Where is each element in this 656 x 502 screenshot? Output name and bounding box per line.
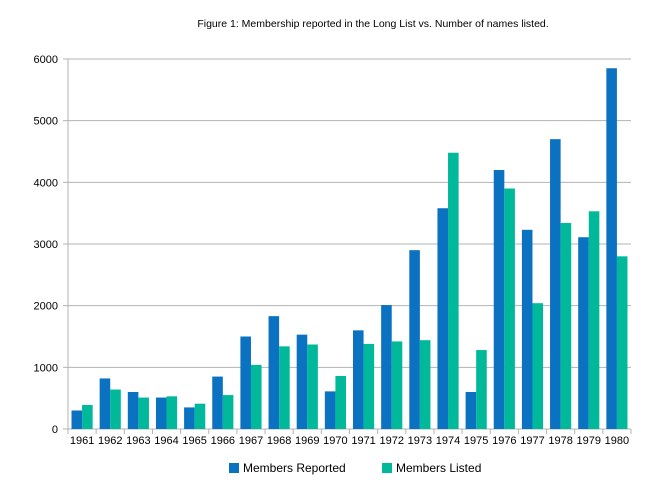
y-tick-label: 5000 bbox=[34, 116, 58, 128]
bar-members-reported-1974 bbox=[437, 208, 449, 429]
bar-members-reported-1965 bbox=[184, 407, 195, 429]
bar-members-listed-1964 bbox=[166, 396, 178, 429]
bar-members-reported-1964 bbox=[155, 397, 167, 429]
bar-members-listed-1965 bbox=[194, 403, 206, 429]
bar-members-reported-1966 bbox=[212, 376, 223, 429]
x-tick-label: 1963 bbox=[126, 435, 150, 447]
bar-members-listed-1980 bbox=[616, 256, 628, 429]
y-axis-tick-labels: 0 1000 2000 3000 4000 5000 6000 bbox=[34, 54, 58, 436]
bar-members-listed-1971 bbox=[363, 343, 375, 429]
bar-members-listed-1963 bbox=[138, 397, 149, 429]
legend-label-members-reported: Members Reported bbox=[243, 461, 346, 475]
bar-members-listed-1967 bbox=[250, 364, 262, 429]
y-tick-label: 2000 bbox=[34, 301, 58, 313]
bar-members-listed-1962 bbox=[110, 389, 121, 429]
x-tick-label: 1972 bbox=[379, 435, 403, 447]
y-tick-label: 6000 bbox=[34, 54, 58, 66]
bar-members-reported-1980 bbox=[606, 68, 617, 429]
x-tick-label: 1970 bbox=[323, 435, 347, 447]
bar-members-listed-1976 bbox=[504, 188, 515, 429]
x-tick-label: 1974 bbox=[436, 435, 460, 447]
bar-members-listed-1979 bbox=[588, 211, 600, 429]
bar-members-listed-1961 bbox=[82, 404, 93, 429]
bar-members-reported-1976 bbox=[493, 170, 505, 429]
bar-members-reported-1962 bbox=[99, 378, 111, 429]
bar-members-listed-1975 bbox=[476, 350, 487, 429]
x-tick-label: 1977 bbox=[520, 435, 544, 447]
x-axis-tick-labels: 1961 1962 1963 1964 1965 1966 1967 1968 1969 1970… bbox=[67, 429, 632, 447]
x-tick-label: 1961 bbox=[70, 435, 94, 447]
bar-members-listed-1972 bbox=[391, 341, 403, 429]
legend-label-members-listed: Members Listed bbox=[396, 461, 481, 475]
bar-members-reported-1963 bbox=[127, 392, 139, 429]
bar-members-reported-1979 bbox=[578, 237, 589, 429]
bar-members-reported-1970 bbox=[324, 391, 336, 429]
y-tick-label: 3000 bbox=[34, 239, 58, 251]
chart-title: Figure 1: Membership reported in the Lon… bbox=[197, 18, 548, 30]
legend-swatch-members-reported bbox=[229, 463, 239, 473]
bar-members-listed-1969 bbox=[307, 344, 318, 429]
x-tick-label: 1965 bbox=[182, 435, 206, 447]
x-tick-label: 1966 bbox=[211, 435, 235, 447]
x-tick-label: 1980 bbox=[605, 435, 629, 447]
legend: Members Reported Members Listed bbox=[229, 461, 481, 475]
bar-members-listed-1970 bbox=[335, 375, 346, 429]
bar-members-listed-1974 bbox=[448, 152, 459, 429]
y-tick-label: 1000 bbox=[34, 362, 58, 374]
bar-members-reported-1971 bbox=[353, 330, 364, 429]
bar-members-listed-1968 bbox=[279, 346, 290, 429]
bar-members-reported-1967 bbox=[240, 336, 251, 429]
bar-members-reported-1977 bbox=[521, 229, 533, 429]
x-tick-label: 1968 bbox=[267, 435, 291, 447]
bar-members-reported-1973 bbox=[409, 250, 420, 429]
x-tick-label: 1976 bbox=[492, 435, 516, 447]
bars bbox=[71, 68, 628, 429]
x-tick-label: 1978 bbox=[548, 435, 572, 447]
bar-members-reported-1968 bbox=[268, 316, 280, 429]
bar-members-listed-1973 bbox=[419, 340, 431, 429]
x-tick-label: 1962 bbox=[98, 435, 122, 447]
bar-members-reported-1972 bbox=[381, 305, 392, 429]
x-tick-label: 1973 bbox=[408, 435, 432, 447]
gridlines bbox=[63, 58, 631, 434]
bar-members-listed-1978 bbox=[560, 223, 572, 429]
x-tick-label: 1967 bbox=[239, 435, 263, 447]
x-tick-label: 1964 bbox=[154, 435, 178, 447]
legend-swatch-members-listed bbox=[382, 463, 392, 473]
x-tick-label: 1969 bbox=[295, 435, 319, 447]
x-tick-label: 1975 bbox=[464, 435, 488, 447]
y-tick-label: 0 bbox=[52, 424, 58, 436]
bar-members-listed-1966 bbox=[222, 395, 234, 429]
x-tick-label: 1971 bbox=[351, 435, 375, 447]
x-tick-label: 1979 bbox=[577, 435, 601, 447]
bar-members-reported-1975 bbox=[465, 392, 477, 429]
bar-members-reported-1961 bbox=[71, 410, 83, 429]
y-tick-label: 4000 bbox=[34, 177, 58, 189]
bar-members-reported-1969 bbox=[296, 334, 308, 429]
bar-members-reported-1978 bbox=[550, 139, 561, 429]
bar-members-listed-1977 bbox=[532, 303, 544, 429]
